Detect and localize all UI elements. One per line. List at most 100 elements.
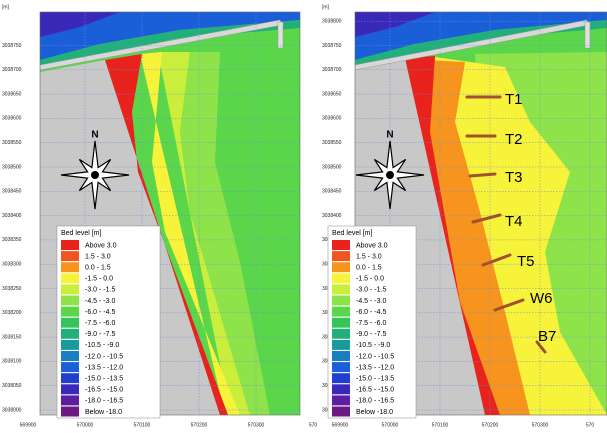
legend-swatch [332, 240, 350, 250]
legend-swatch [61, 296, 79, 306]
legend-label: Above 3.0 [85, 242, 117, 249]
x-tick-label: 569900 [332, 422, 349, 428]
structure-label: T5 [517, 253, 535, 270]
legend-label: -16.5 - -15.0 [356, 387, 394, 394]
x-tick-label: 570100 [134, 422, 151, 428]
legend-label: -6.0 - -4.5 [85, 309, 115, 316]
legend-swatch [332, 307, 350, 317]
legend-swatch [332, 262, 350, 272]
legend-swatch [61, 240, 79, 250]
legend-swatch [61, 395, 79, 405]
legend: Bed level [m] Above 3.0 1.5 - 3.0 0.0 - 1.5… [328, 226, 416, 418]
legend-swatch [61, 351, 79, 361]
legend-label: 1.5 - 3.0 [85, 253, 111, 260]
legend-label: -18.0 - -16.5 [356, 398, 394, 405]
legend-swatch [61, 307, 79, 317]
legend-label: -13.5 - -12.0 [356, 364, 394, 371]
page: 3038750303870030386503038600303855030385… [0, 0, 607, 433]
structure-label: W6 [530, 290, 553, 307]
x-tick-label: 570000 [382, 422, 399, 428]
legend-label: -15.0 - -13.5 [85, 376, 123, 383]
legend-label: -15.0 - -13.5 [356, 376, 394, 383]
structure-label: T2 [505, 131, 523, 148]
legend-label: -12.0 - -10.5 [356, 353, 394, 360]
legend-label: -1.5 - 0.0 [85, 276, 113, 283]
legend-label: Above 3.0 [356, 242, 388, 249]
y-tick-label: 3038200 [2, 310, 22, 316]
y-tick-label: 3038650 [322, 91, 342, 97]
legend-label: -9.0 - -7.5 [85, 331, 115, 338]
legend-label: -10.5 - -9.0 [85, 342, 119, 349]
structure [470, 174, 495, 176]
y-tick-label: 3038800 [322, 19, 342, 25]
y-tick-label: 3038050 [2, 383, 22, 389]
pier [278, 22, 283, 48]
legend-swatch [332, 296, 350, 306]
legend-label: -12.0 - -10.5 [85, 353, 123, 360]
x-tick-label: 570300 [248, 422, 265, 428]
legend-label: -7.5 - -6.0 [356, 320, 386, 327]
legend-swatch [332, 395, 350, 405]
legend-label: -3.0 - -1.5 [85, 287, 115, 294]
legend-swatch [61, 373, 79, 383]
legend-swatch [61, 318, 79, 328]
unit-label: [m] [2, 4, 10, 10]
legend-label: Below -18.0 [356, 409, 393, 416]
map-panel: 3038750303870030386503038600303855030385… [2, 4, 317, 428]
legend-label: -10.5 - -9.0 [356, 342, 390, 349]
legend-swatch [332, 251, 350, 261]
legend-label: -1.5 - 0.0 [356, 276, 384, 283]
x-tick-label: 570 [309, 422, 318, 428]
legend-title: Bed level [m] [332, 230, 373, 237]
y-tick-label: 3038600 [2, 116, 22, 122]
y-tick-label: 3038650 [2, 91, 22, 97]
y-tick-label: 3038250 [2, 286, 22, 292]
legend-swatch [332, 318, 350, 328]
legend-swatch [332, 273, 350, 283]
north-label: N [386, 130, 393, 141]
north-label: N [91, 130, 98, 141]
legend-swatch [61, 284, 79, 294]
legend-label: 0.0 - 1.5 [356, 265, 382, 272]
legend-label: -18.0 - -16.5 [85, 398, 123, 405]
y-tick-label: 3038400 [2, 213, 22, 219]
y-tick-label: 3038400 [322, 213, 342, 219]
unit-label: [m] [322, 4, 330, 10]
legend-label: -16.5 - -15.0 [85, 387, 123, 394]
y-tick-label: 3038750 [2, 43, 22, 49]
y-tick-label: 3038700 [322, 67, 342, 73]
legend-label: -4.5 - -3.0 [356, 298, 386, 305]
structure-label: B7 [538, 328, 556, 345]
legend-label: -3.0 - -1.5 [356, 287, 386, 294]
legend-swatch [61, 340, 79, 350]
legend-swatch [61, 262, 79, 272]
legend-swatch [332, 373, 350, 383]
structure-label: T1 [505, 91, 523, 108]
legend-label: -13.5 - -12.0 [85, 364, 123, 371]
legend-label: 0.0 - 1.5 [85, 265, 111, 272]
x-tick-label: 570200 [482, 422, 499, 428]
legend-label: -7.5 - -6.0 [85, 320, 115, 327]
legend-label: -4.5 - -3.0 [85, 298, 115, 305]
structure-label: T3 [505, 169, 523, 186]
legend-swatch [61, 407, 79, 417]
legend-title: Bed level [m] [61, 230, 102, 237]
map-panel: 3038800303875030387003038650303860030385… [322, 4, 607, 428]
y-tick-label: 3038350 [2, 237, 22, 243]
legend-swatch [332, 329, 350, 339]
legend-swatch [61, 362, 79, 372]
legend-swatch [61, 384, 79, 394]
x-tick-label: 570 [586, 422, 595, 428]
y-tick-label: 3038300 [2, 262, 22, 268]
compass-center [386, 171, 394, 179]
legend-label: -6.0 - -4.5 [356, 309, 386, 316]
legend-label: 1.5 - 3.0 [356, 253, 382, 260]
x-tick-label: 570100 [432, 422, 449, 428]
x-tick-label: 570000 [77, 422, 94, 428]
y-tick-label: 3038750 [322, 43, 342, 49]
y-tick-label: 3038000 [2, 407, 22, 413]
x-tick-label: 570200 [191, 422, 208, 428]
x-tick-label: 569900 [20, 422, 37, 428]
legend-swatch [61, 273, 79, 283]
compass-center [91, 171, 99, 179]
